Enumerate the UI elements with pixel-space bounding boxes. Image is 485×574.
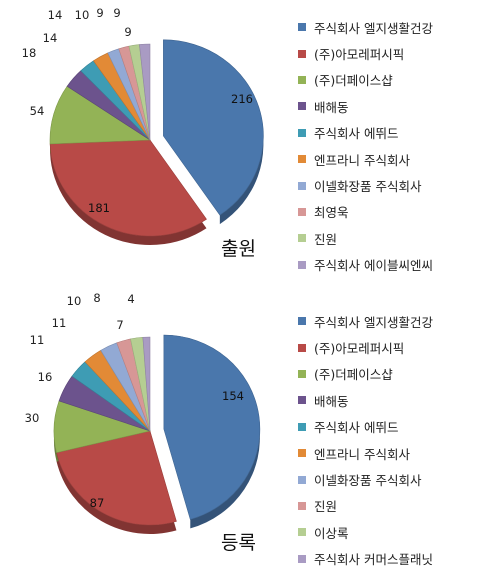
slice-value-label: 14 [43, 31, 58, 45]
legend-item: (주)아모레퍼시픽 [298, 334, 433, 360]
legend-swatch [298, 181, 306, 190]
slice-value-label: 8 [93, 291, 100, 305]
legend-label: 주식회사 엘지생활건강 [314, 314, 433, 330]
legend-label: 이넬화장품 주식회사 [314, 179, 422, 195]
slice-value-label: 14 [48, 8, 63, 22]
slice-value-label: 9 [124, 25, 131, 39]
legend-label: 주식회사 에이블씨엔씨 [314, 258, 433, 274]
legend-label: 엔프라니 주식회사 [314, 152, 410, 168]
slice-value-label: 181 [88, 201, 110, 215]
legend-label: 이상록 [314, 525, 349, 541]
pie-slice [49, 139, 207, 237]
slice-value-label: 11 [52, 316, 67, 330]
legend-swatch [298, 554, 306, 563]
legend-item: (주)더페이스샵 [298, 67, 433, 93]
slice-value-label: 10 [75, 8, 90, 22]
pie-slice [163, 39, 264, 216]
legend-swatch [298, 234, 306, 243]
legend-swatch [298, 49, 306, 58]
legend-swatch [298, 128, 306, 137]
slice-value-label: 4 [127, 292, 134, 306]
legend-item: 최영욱 [298, 199, 433, 225]
legend-item: 주식회사 커머스플래닛 [298, 546, 433, 572]
pie-slice [163, 334, 261, 520]
legend-label: (주)아모레퍼시픽 [314, 341, 405, 357]
slice-value-label: 216 [231, 92, 253, 106]
legend-swatch [298, 155, 306, 164]
legend-label: 진원 [314, 231, 338, 247]
chart-title: 출원 [221, 238, 256, 260]
slice-value-label: 154 [222, 389, 244, 403]
legend-item: 엔프라니 주식회사 [298, 440, 433, 466]
legend-item: 엔프라니 주식회사 [298, 146, 433, 172]
legend-label: 배해동 [314, 393, 349, 409]
legend-label: 주식회사 커머스플래닛 [314, 552, 433, 568]
legend-swatch [298, 317, 306, 326]
slice-value-label: 9 [113, 6, 120, 20]
chart-panel-registration: 154 87 30 16 11 11 10 8 7 4 등록 주식회사 엘지생활건강 (주)아모레퍼… [0, 287, 485, 574]
legend-swatch [298, 369, 306, 378]
legend-swatch [298, 102, 306, 111]
legend-swatch [298, 528, 306, 537]
legend-item: 이상록 [298, 519, 433, 545]
chart-title: 등록 [221, 532, 256, 554]
legend-label: (주)아모레퍼시픽 [314, 47, 405, 63]
legend-swatch [298, 449, 306, 458]
legend-item: 주식회사 에뛰드 [298, 120, 433, 146]
legend-swatch [298, 422, 306, 431]
legend-label: 진원 [314, 499, 338, 515]
legend-label: 주식회사 엘지생활건강 [314, 20, 433, 36]
legend-swatch [298, 23, 306, 32]
legend-item: 주식회사 엘지생활건강 [298, 14, 433, 40]
legend-item: 이넬화장품 주식회사 [298, 172, 433, 198]
pie-slice-side [56, 431, 177, 534]
legend-item: 배해동 [298, 93, 433, 119]
slice-value-label: 11 [30, 333, 45, 347]
legend-swatch [298, 343, 306, 352]
legend-item: 이넬화장품 주식회사 [298, 466, 433, 492]
slice-value-label: 7 [116, 318, 123, 332]
slice-value-label: 30 [25, 411, 40, 425]
legend-item: 주식회사 에이블씨엔씨 [298, 252, 433, 278]
legend-item: 주식회사 에뛰드 [298, 414, 433, 440]
legend-swatch [298, 260, 306, 269]
slice-value-label: 16 [38, 370, 53, 384]
chart-panel-application: 216 181 54 18 14 14 10 9 9 9 출원 주식회사 엘지생활건강 (주)아모레… [22, 6, 433, 278]
legend-swatch [298, 501, 306, 510]
legend-swatch [298, 75, 306, 84]
slice-value-label: 54 [30, 104, 45, 118]
legend-label: 배해동 [314, 99, 349, 115]
legend-label: (주)더페이스샵 [314, 367, 393, 383]
slice-value-label: 10 [67, 294, 82, 308]
legend-label: (주)더페이스샵 [314, 73, 393, 89]
slice-value-label: 87 [90, 496, 105, 510]
legend-item: 배해동 [298, 387, 433, 413]
legend-item: (주)아모레퍼시픽 [298, 40, 433, 66]
pie-slice [139, 43, 151, 141]
legend-label: 이넬화장품 주식회사 [314, 473, 422, 489]
legend-swatch [298, 396, 306, 405]
pie-slice [56, 430, 177, 526]
legend-item: 진원 [298, 493, 433, 519]
legend-label: 엔프라니 주식회사 [314, 446, 410, 462]
legend-label: 주식회사 에뛰드 [314, 420, 399, 436]
legend-label: 최영욱 [314, 205, 349, 221]
legend-item: (주)더페이스샵 [298, 361, 433, 387]
legend-item: 진원 [298, 225, 433, 251]
legend-label: 주식회사 에뛰드 [314, 126, 399, 142]
slice-value-label: 18 [22, 46, 37, 60]
pie-slice [142, 336, 151, 432]
legend-swatch [298, 475, 306, 484]
legend-swatch [298, 207, 306, 216]
slice-value-label: 9 [96, 6, 103, 20]
legend-item: 주식회사 엘지생활건강 [298, 308, 433, 334]
